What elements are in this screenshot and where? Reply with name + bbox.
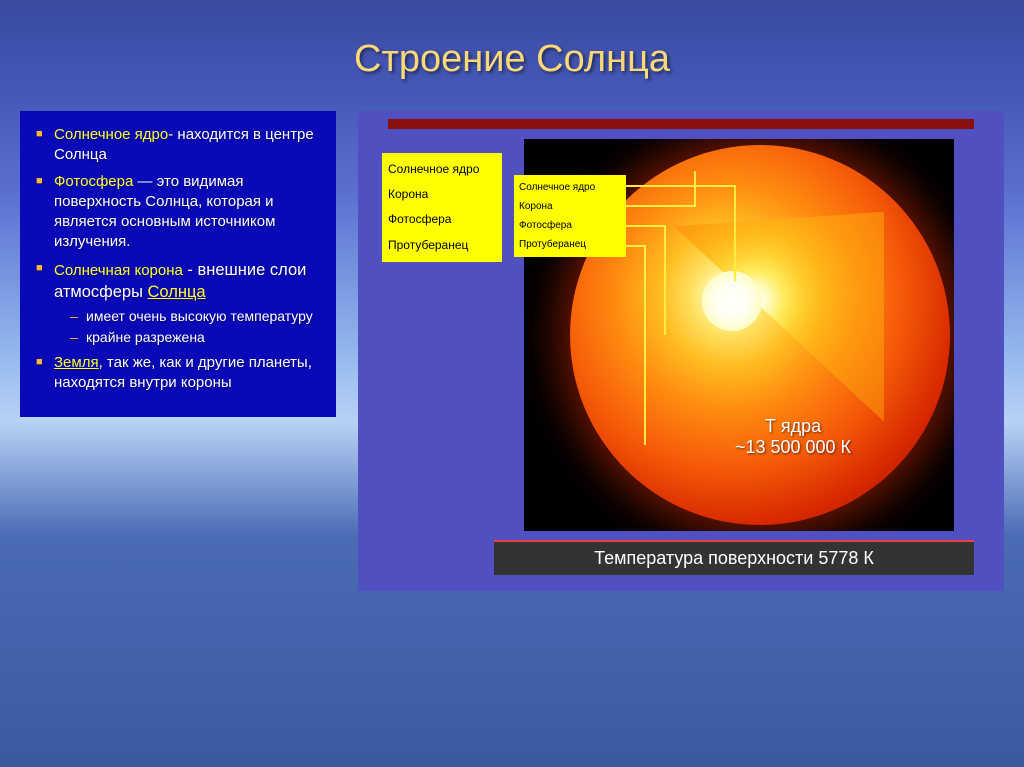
legend-row: Протуберанец — [519, 235, 621, 254]
bullet-core: Солнечное ядро- находится в центре Солнц… — [34, 125, 324, 166]
slide-title: Строение Солнца — [0, 0, 1024, 81]
legend-row: Корона — [388, 182, 496, 207]
text-panel: Солнечное ядро- находится в центре Солнц… — [20, 111, 336, 417]
diagram-panel: Солнечное ядро Корона Фотосфера Протубер… — [358, 111, 1004, 591]
legend-row: Фотосфера — [388, 207, 496, 232]
pointer-line — [644, 245, 646, 445]
content-row: Солнечное ядро- находится в центре Солнц… — [0, 81, 1024, 591]
legend-row: Корона — [519, 197, 621, 216]
pointer-line — [626, 205, 696, 207]
sun-body — [570, 145, 950, 525]
legend-row: Фотосфера — [519, 216, 621, 235]
corona-sub-temp: имеет очень высокую температуру — [54, 307, 324, 326]
core-temp-value: ~13 500 000 К — [658, 437, 928, 458]
pointer-line — [626, 245, 646, 247]
pointer-line — [626, 225, 666, 227]
pointer-line — [664, 225, 666, 335]
sun-core — [702, 271, 762, 331]
legend-large: Солнечное ядро Корона Фотосфера Протубер… — [382, 153, 502, 262]
sun-link[interactable]: Солнца — [148, 283, 206, 301]
pointer-line — [734, 185, 736, 281]
core-temperature: Т ядра ~13 500 000 К — [658, 416, 928, 458]
bullet-photosphere: Фотосфера — это видимая поверхность Солн… — [34, 172, 324, 253]
corona-sub-rare: крайне разрежена — [54, 328, 324, 347]
core-term: Солнечное ядро — [54, 126, 168, 143]
pointer-line — [626, 185, 736, 187]
diagram-top-bar — [388, 119, 974, 129]
legend-row: Солнечное ядро — [519, 178, 621, 197]
bullet-corona: Солнечная корона - внешние слои атмосфер… — [34, 259, 324, 347]
surface-temperature: Температура поверхности 5778 К — [494, 540, 974, 575]
earth-link[interactable]: Земля — [54, 354, 99, 371]
legend-row: Солнечное ядро — [388, 157, 496, 182]
pointer-line — [694, 171, 696, 205]
photosphere-term: Фотосфера — [54, 173, 133, 190]
core-temp-label: Т ядра — [658, 416, 928, 437]
bullet-earth: Земля, так же, как и другие планеты, нах… — [34, 353, 324, 394]
legend-small: Солнечное ядро Корона Фотосфера Протубер… — [514, 175, 626, 257]
corona-term: Солнечная корона — [54, 262, 183, 279]
legend-row: Протуберанец — [388, 233, 496, 258]
